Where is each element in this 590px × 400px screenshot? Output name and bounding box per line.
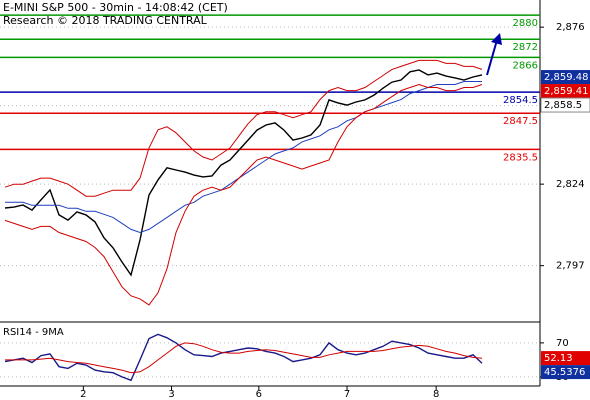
price-marker (541, 84, 590, 99)
x-tick-label: 3 (168, 389, 174, 400)
x-tick-label: 8 (433, 389, 439, 400)
level-label: 2847.5 (503, 116, 538, 127)
price-marker (540, 97, 590, 113)
plot-layer: 2,8762,8502,8242,7972880287228662854.528… (0, 14, 590, 400)
x-tick-label: 2 (80, 389, 86, 400)
price-marker-label: 45.5376 (544, 367, 585, 378)
price-marker (541, 70, 590, 85)
projection-arrow (486, 39, 498, 76)
level-label: 2866 (513, 60, 538, 71)
level-label: 2835.5 (503, 152, 538, 163)
series-line (4, 69, 483, 277)
chart-title: E-MINI S&P 500 - 30min - 14:08:42 (CET) (3, 1, 228, 14)
series-line (5, 81, 482, 234)
level-label: 2854.5 (503, 95, 538, 106)
level-label: 2880 (513, 18, 538, 29)
chart-subtitle: Research © 2018 TRADING CENTRAL (3, 14, 208, 27)
projection-arrowhead (491, 33, 502, 45)
series-line (4, 59, 483, 197)
series-line (4, 83, 483, 306)
price-marker (541, 351, 590, 366)
x-tick-label: 7 (344, 389, 350, 400)
y-tick-label: 2,797 (556, 261, 585, 272)
y-tick-label: 2,824 (556, 179, 585, 190)
level-label: 2872 (513, 42, 538, 53)
price-marker-label: 52.13 (544, 353, 573, 364)
x-tick-label: 6 (256, 389, 262, 400)
price-marker-label: 2,859.48 (544, 72, 589, 83)
y-tick-label: 2,876 (556, 22, 585, 33)
series-line (5, 342, 483, 374)
series-line (4, 333, 483, 382)
price-marker-label: 2,859.41 (544, 86, 589, 97)
y-tick-label: 70 (556, 338, 569, 349)
price-marker (541, 365, 590, 380)
rsi-title: RSI14 - 9MA (3, 327, 64, 338)
price-marker-label: 2,858.5 (544, 100, 582, 111)
